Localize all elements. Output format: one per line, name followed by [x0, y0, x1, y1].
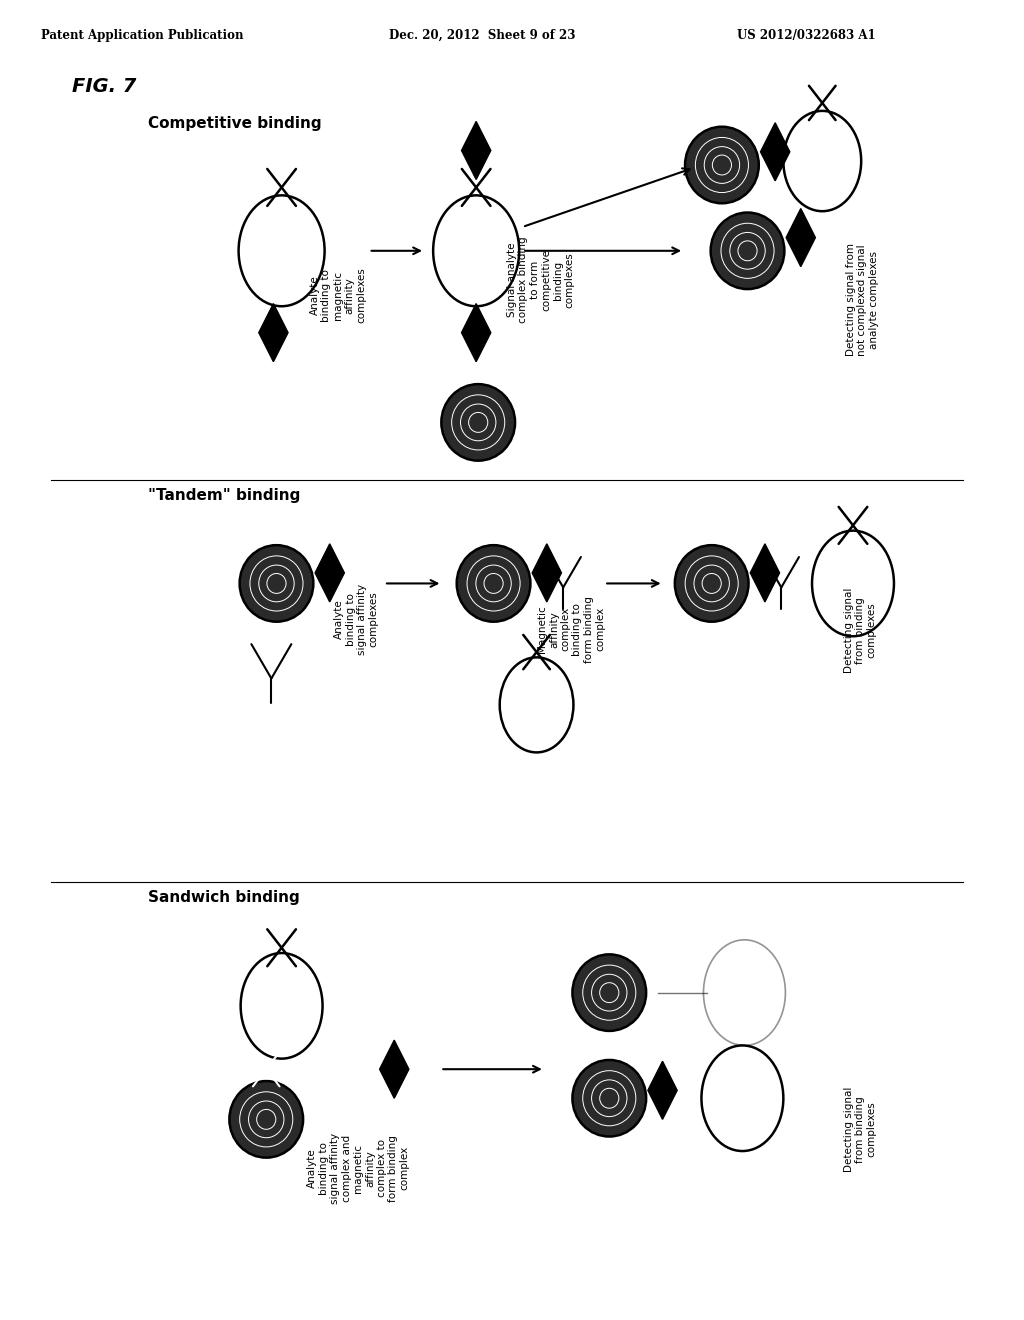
Text: Analyte
binding to
signal affinity
complex and
magnetic
affinity
complex to
form: Analyte binding to signal affinity compl…	[307, 1133, 410, 1204]
Text: Dec. 20, 2012  Sheet 9 of 23: Dec. 20, 2012 Sheet 9 of 23	[389, 29, 575, 42]
Text: Signal analyte
complex binding
to form
competitive
binding
complexes: Signal analyte complex binding to form c…	[507, 236, 574, 323]
Ellipse shape	[441, 384, 515, 461]
Circle shape	[703, 940, 785, 1045]
Text: Patent Application Publication: Patent Application Publication	[41, 29, 244, 42]
Text: Magnetic
affinity
complex
binding to
form binding
complex: Magnetic affinity complex binding to for…	[538, 595, 605, 663]
Text: "Tandem" binding: "Tandem" binding	[148, 488, 301, 503]
Polygon shape	[259, 304, 288, 362]
Text: Competitive binding: Competitive binding	[148, 116, 323, 131]
Polygon shape	[462, 304, 490, 362]
Ellipse shape	[457, 545, 530, 622]
Polygon shape	[532, 544, 561, 602]
Text: Analyte
binding to
magnetic
affinity
complexes: Analyte binding to magnetic affinity com…	[309, 268, 367, 323]
Text: FIG. 7: FIG. 7	[72, 77, 136, 95]
Ellipse shape	[685, 127, 759, 203]
Ellipse shape	[229, 1081, 303, 1158]
Ellipse shape	[572, 954, 646, 1031]
Text: Sandwich binding: Sandwich binding	[148, 890, 300, 904]
Circle shape	[239, 195, 325, 306]
Circle shape	[701, 1045, 783, 1151]
Circle shape	[783, 111, 861, 211]
Polygon shape	[786, 209, 815, 267]
Ellipse shape	[572, 1060, 646, 1137]
Circle shape	[433, 195, 519, 306]
Circle shape	[241, 953, 323, 1059]
Ellipse shape	[711, 213, 784, 289]
Text: US 2012/0322683 A1: US 2012/0322683 A1	[737, 29, 876, 42]
Ellipse shape	[675, 545, 749, 622]
Polygon shape	[315, 544, 344, 602]
Text: Detecting signal
from binding
complexes: Detecting signal from binding complexes	[844, 587, 877, 673]
Text: Detecting signal
from binding
complexes: Detecting signal from binding complexes	[844, 1086, 877, 1172]
Circle shape	[500, 657, 573, 752]
Polygon shape	[751, 544, 779, 602]
Polygon shape	[380, 1040, 409, 1098]
Circle shape	[812, 531, 894, 636]
Text: Detecting signal from
not complexed signal
analyte complexes: Detecting signal from not complexed sign…	[846, 243, 879, 356]
Ellipse shape	[240, 545, 313, 622]
Polygon shape	[648, 1061, 677, 1119]
Polygon shape	[761, 123, 790, 181]
Text: Analyte
binding to
signal affinity
complexes: Analyte binding to signal affinity compl…	[334, 583, 379, 655]
Polygon shape	[462, 121, 490, 180]
